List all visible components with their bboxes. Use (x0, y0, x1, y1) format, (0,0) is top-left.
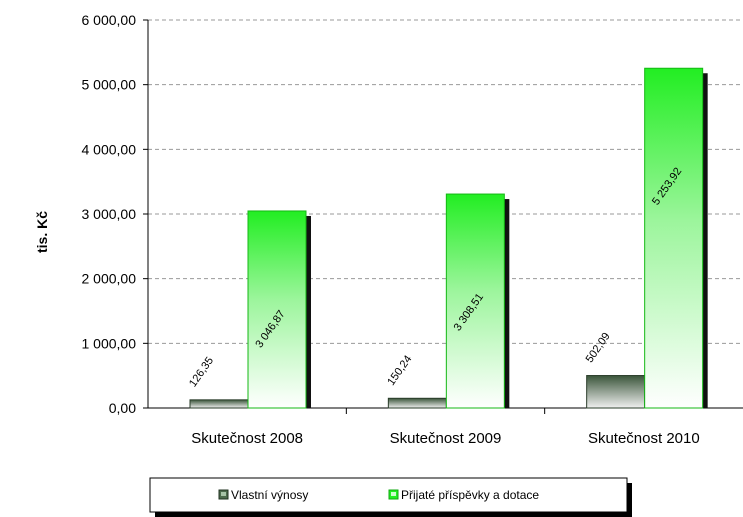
y-tick-label: 4 000,00 (82, 141, 137, 157)
y-axis-label: tis. Kč (34, 211, 50, 253)
legend-swatch-highlight (221, 492, 226, 496)
x-category-label: Skutečnost 2008 (191, 430, 303, 447)
x-category-label: Skutečnost 2010 (588, 430, 700, 447)
y-tick-label: 5 000,00 (82, 77, 137, 93)
bar-prijate-prispevky (247, 210, 307, 409)
data-label: 126,35 (187, 355, 216, 389)
bars (189, 67, 708, 409)
y-tick-label: 0,00 (109, 400, 136, 416)
bar-vlastni-vynosy (387, 397, 447, 409)
data-label: 502,09 (584, 331, 613, 365)
data-label: 150,24 (385, 353, 414, 387)
bar-vlastni-vynosy (586, 375, 646, 409)
bar-prijate-prispevky (445, 193, 505, 409)
gridlines (148, 19, 743, 344)
legend-label: Přijaté příspěvky a dotace (401, 488, 539, 502)
legend-label: Vlastní výnosy (231, 488, 308, 502)
y-tick-label: 2 000,00 (82, 271, 137, 287)
y-tick-label: 3 000,00 (82, 206, 137, 222)
y-tick-label: 1 000,00 (82, 335, 137, 351)
bar-vlastni-vynosy (189, 399, 249, 409)
x-category-label: Skutečnost 2009 (390, 430, 502, 447)
legend: Vlastní výnosy Přijaté příspěvky a dotace (149, 477, 632, 517)
y-tick-label: 6 000,00 (82, 12, 137, 28)
legend-swatch-highlight (391, 492, 396, 496)
bar-prijate-prispevky (644, 67, 704, 409)
